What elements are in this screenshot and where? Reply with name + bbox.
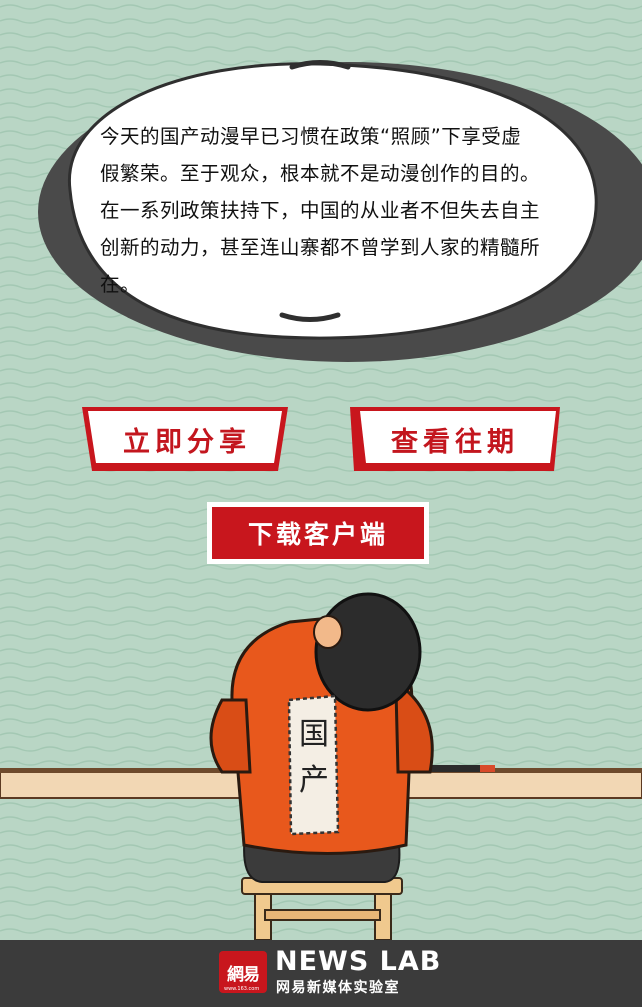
history-button-label: 查看往期 bbox=[391, 426, 519, 458]
speech-bubble bbox=[38, 60, 642, 362]
footer-bar bbox=[0, 940, 642, 1007]
brand-name: NEWS LAB bbox=[275, 946, 442, 977]
logo-mark: 網易 bbox=[227, 964, 260, 985]
person-figure bbox=[209, 592, 434, 883]
download-button-label: 下载客户端 bbox=[247, 520, 388, 549]
download-client-button[interactable]: 下载客户端 bbox=[207, 502, 429, 564]
logo-url: www.163.com bbox=[224, 986, 260, 992]
history-button[interactable]: 查看往期 bbox=[350, 405, 560, 473]
share-button-label: 立即分享 bbox=[123, 426, 251, 458]
brand-subtitle: 网易新媒体实验室 bbox=[276, 980, 400, 996]
netease-logo: 網易 bbox=[219, 951, 267, 993]
share-button[interactable]: 立即分享 bbox=[82, 405, 292, 473]
jacket-patch-text: 国产 bbox=[299, 717, 329, 798]
bubble-text: 今天的国产动漫早已习惯在政策“照顾”下享受虚假繁荣。至于观众，根本就不是动漫创作… bbox=[100, 125, 541, 296]
